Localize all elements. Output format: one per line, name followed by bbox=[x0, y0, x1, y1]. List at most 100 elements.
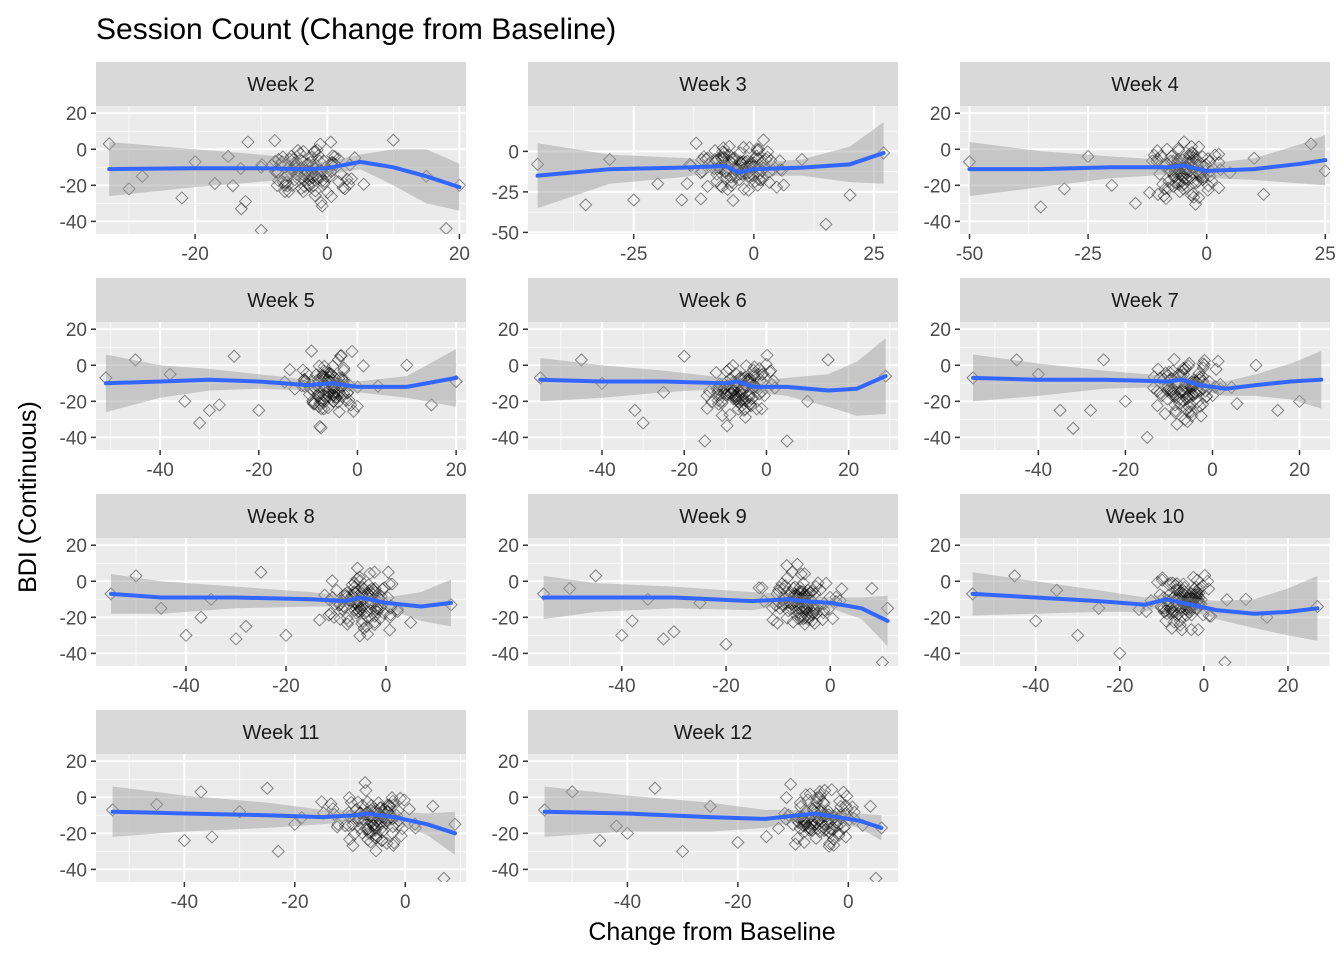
x-tick-label: 0 bbox=[749, 244, 760, 265]
data-point bbox=[745, 391, 760, 405]
data-point bbox=[683, 157, 697, 172]
data-point bbox=[324, 158, 339, 172]
data-point bbox=[1171, 607, 1186, 621]
x-tick-label: -40 bbox=[608, 676, 635, 697]
data-point bbox=[278, 184, 292, 199]
data-point bbox=[360, 627, 375, 641]
data-point bbox=[1153, 385, 1168, 400]
data-point bbox=[1007, 569, 1022, 583]
data-point bbox=[349, 606, 364, 620]
data-point bbox=[1190, 395, 1205, 409]
y-tick-label: 20 bbox=[498, 536, 519, 557]
data-point bbox=[759, 357, 774, 372]
data-point bbox=[327, 394, 341, 408]
figure-title: Session Count (Change from Baseline) bbox=[96, 13, 616, 46]
data-point bbox=[1178, 165, 1192, 180]
data-point bbox=[324, 135, 338, 149]
data-point bbox=[355, 589, 369, 604]
plot-area bbox=[965, 568, 1325, 666]
data-point bbox=[1168, 406, 1183, 420]
data-point bbox=[361, 822, 375, 836]
data-point bbox=[294, 171, 308, 185]
data-point bbox=[785, 565, 799, 579]
data-point bbox=[723, 407, 737, 422]
data-point bbox=[1197, 353, 1212, 368]
data-point bbox=[312, 386, 326, 401]
data-point bbox=[1185, 381, 1199, 396]
data-point bbox=[367, 565, 382, 579]
data-point bbox=[314, 170, 328, 185]
data-point bbox=[1209, 362, 1223, 376]
data-point bbox=[241, 135, 255, 149]
facet-strip-label: Week 10 bbox=[1106, 506, 1185, 528]
smooth-line bbox=[110, 809, 457, 836]
data-point bbox=[317, 402, 331, 416]
data-point bbox=[314, 421, 328, 435]
smooth-line bbox=[541, 595, 890, 623]
facet-strip bbox=[96, 62, 466, 106]
data-point bbox=[809, 579, 823, 594]
data-point bbox=[1208, 148, 1222, 162]
data-point bbox=[316, 395, 331, 410]
data-point bbox=[793, 611, 808, 626]
data-point bbox=[743, 376, 758, 390]
data-point bbox=[1220, 593, 1234, 607]
data-point bbox=[1213, 377, 1228, 392]
data-point bbox=[334, 167, 348, 181]
data-point bbox=[750, 143, 764, 158]
data-point bbox=[1203, 169, 1217, 183]
data-point bbox=[821, 825, 836, 839]
data-point bbox=[1172, 592, 1186, 606]
data-point bbox=[104, 587, 118, 601]
data-point bbox=[346, 404, 361, 418]
data-point bbox=[1177, 177, 1191, 191]
data-point bbox=[227, 349, 241, 363]
y-tick-label: -20 bbox=[60, 608, 87, 629]
data-point bbox=[324, 189, 339, 204]
data-point bbox=[366, 818, 381, 832]
data-point bbox=[128, 353, 143, 367]
data-point bbox=[1179, 602, 1193, 616]
data-point bbox=[234, 202, 249, 216]
data-point bbox=[695, 164, 710, 179]
data-point bbox=[340, 385, 355, 400]
data-point bbox=[709, 365, 723, 380]
data-point bbox=[794, 609, 809, 623]
data-point bbox=[327, 385, 342, 399]
data-point bbox=[212, 398, 227, 412]
data-point bbox=[1165, 621, 1179, 635]
data-point bbox=[317, 174, 332, 189]
data-point bbox=[296, 184, 310, 199]
data-point bbox=[609, 819, 624, 833]
y-tick-label: 20 bbox=[66, 536, 87, 557]
data-point bbox=[386, 133, 401, 147]
data-point bbox=[760, 348, 774, 363]
data-point bbox=[1150, 384, 1164, 398]
data-point bbox=[306, 393, 320, 408]
data-point bbox=[714, 179, 728, 193]
data-point bbox=[1184, 171, 1199, 185]
x-tick-label: 25 bbox=[1315, 244, 1336, 265]
data-point bbox=[628, 403, 642, 418]
data-point bbox=[1198, 568, 1212, 583]
data-point bbox=[1187, 373, 1201, 387]
data-point bbox=[392, 817, 406, 832]
data-point bbox=[394, 829, 408, 843]
data-point bbox=[777, 592, 791, 606]
y-tick-label: -40 bbox=[60, 212, 87, 233]
data-point bbox=[1157, 601, 1171, 615]
data-point bbox=[194, 785, 208, 799]
facet-strip-label: Week 2 bbox=[247, 74, 314, 96]
data-point bbox=[757, 388, 772, 403]
data-point bbox=[755, 172, 770, 186]
data-point bbox=[743, 397, 757, 412]
plot-area bbox=[104, 561, 458, 646]
data-point bbox=[1168, 578, 1183, 592]
x-tick-label: 20 bbox=[838, 460, 859, 481]
data-point bbox=[765, 600, 780, 615]
data-point bbox=[742, 169, 756, 183]
data-point bbox=[270, 178, 284, 193]
data-point bbox=[344, 591, 358, 605]
data-point bbox=[408, 821, 423, 835]
data-point bbox=[353, 629, 367, 643]
